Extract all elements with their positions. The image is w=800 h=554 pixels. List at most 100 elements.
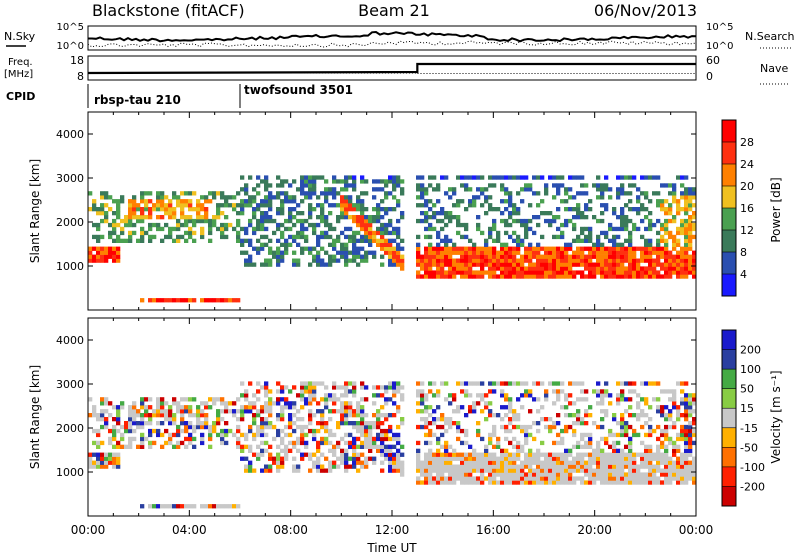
velocity-echo-cell	[468, 476, 473, 481]
velocity-echo-cell	[128, 413, 133, 418]
power-echo-cell	[128, 211, 133, 216]
power-echo-cell	[528, 266, 533, 271]
power-echo-cell	[348, 226, 353, 232]
velocity-echo-cell	[300, 428, 305, 434]
velocity-echo-cell	[552, 389, 557, 394]
velocity-echo-cell	[216, 409, 221, 414]
velocity-echo-cell	[532, 468, 537, 473]
power-echo-cell	[336, 179, 341, 184]
velocity-echo-cell	[564, 405, 569, 410]
velocity-echo-cell	[212, 424, 217, 430]
power-echo-cell	[616, 242, 621, 247]
velocity-echo-cell	[488, 480, 493, 485]
power-echo-cell	[632, 266, 637, 271]
velocity-echo-cell	[240, 417, 245, 422]
power-echo-cell	[676, 230, 681, 236]
velocity-echo-cell	[508, 468, 513, 473]
velocity-echo-cell	[428, 381, 433, 386]
power-echo-cell	[128, 238, 133, 243]
power-echo-cell	[288, 207, 293, 212]
power-echo-cell	[684, 238, 689, 243]
velocity-echo-cell	[152, 440, 157, 446]
power-echo-cell	[212, 215, 217, 220]
power-echo-cell	[280, 203, 285, 208]
velocity-echo-cell	[476, 401, 481, 406]
velocity-echo-cell	[188, 504, 193, 509]
power-echo-cell	[596, 234, 601, 240]
power-echo-cell	[260, 242, 265, 247]
velocity-echo-cell	[296, 409, 301, 414]
power-echo-cell	[520, 270, 525, 275]
velocity-echo-cell	[516, 397, 521, 402]
velocity-echo-cell	[616, 432, 621, 438]
velocity-echo-cell	[572, 456, 577, 461]
velocity-echo-cell	[104, 421, 109, 426]
velocity-echo-cell	[336, 385, 341, 390]
date-label: 06/Nov/2013	[594, 1, 697, 20]
power-echo-cell	[220, 234, 225, 240]
velocity-echo-cell	[456, 428, 461, 434]
power-echo-cell	[392, 183, 397, 188]
velocity-echo-cell	[576, 413, 581, 418]
power-echo-cell	[556, 215, 561, 220]
power-echo-cell	[144, 207, 149, 212]
power-echo-cell	[384, 183, 389, 188]
velocity-echo-cell	[608, 460, 613, 465]
power-echo-cell	[532, 262, 537, 267]
velocity-echo-cell	[484, 444, 489, 449]
power-echo-cell	[688, 187, 693, 192]
velocity-echo-cell	[380, 468, 385, 473]
power-echo-cell	[688, 203, 693, 208]
velocity-echo-cell	[480, 436, 485, 442]
velocity-echo-cell	[620, 428, 625, 434]
velocity-echo-cell	[260, 448, 265, 453]
velocity-echo-cell	[588, 472, 593, 477]
power-echo-cell	[104, 211, 109, 216]
velocity-echo-cell	[384, 452, 389, 457]
velocity-echo-cell	[528, 468, 533, 473]
power-echo-cell	[104, 218, 109, 224]
power-echo-cell	[244, 191, 249, 196]
velocity-echo-cell	[448, 452, 453, 457]
velocity-echo-cell	[436, 480, 441, 485]
power-echo-cell	[632, 274, 637, 279]
velocity-echo-cell	[356, 452, 361, 457]
power-echo-cell	[388, 222, 393, 228]
power-echo-cell	[628, 199, 633, 204]
power-echo-cell	[372, 215, 377, 220]
velocity-echo-cell	[456, 436, 461, 442]
velocity-echo-cell	[260, 385, 265, 390]
velocity-echo-cell	[428, 464, 433, 469]
power-echo-cell	[428, 215, 433, 220]
velocity-echo-cell	[156, 413, 161, 418]
power-echo-cell	[660, 254, 665, 259]
velocity-echo-cell	[244, 444, 249, 449]
power-echo-cell	[376, 218, 381, 224]
power-echo-cell	[276, 262, 281, 267]
velocity-echo-cell	[460, 480, 465, 485]
velocity-echo-cell	[248, 464, 253, 469]
velocity-echo-cell	[608, 444, 613, 449]
velocity-echo-cell	[452, 397, 457, 402]
power-echo-cell	[188, 191, 193, 196]
power-echo-cell	[460, 266, 465, 271]
power-echo-cell	[508, 222, 513, 228]
velocity-echo-cell	[352, 448, 357, 453]
velocity-echo-cell	[352, 385, 357, 390]
power-echo-cell	[220, 191, 225, 196]
velocity-echo-cell	[620, 464, 625, 469]
velocity-echo-cell	[480, 393, 485, 398]
power-echo-cell	[568, 266, 573, 271]
velocity-echo-cell	[216, 413, 221, 418]
velocity-echo-cell	[112, 444, 117, 449]
power-echo-cell	[552, 258, 557, 263]
power-echo-cell	[364, 226, 369, 232]
velocity-echo-cell	[640, 464, 645, 469]
nave-label: Nave	[760, 62, 788, 75]
velocity-echo-cell	[396, 460, 401, 465]
velocity-echo-cell	[312, 452, 317, 457]
power-echo-cell	[676, 270, 681, 275]
velocity-echo-cell	[400, 452, 405, 457]
